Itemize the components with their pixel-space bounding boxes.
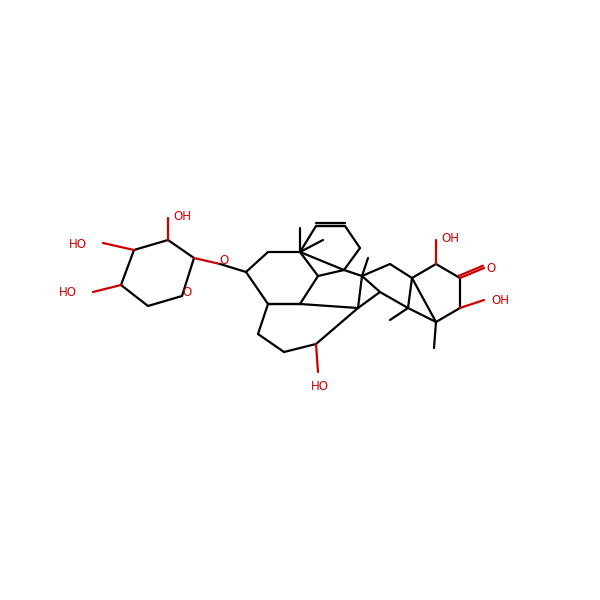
Text: HO: HO (59, 286, 77, 299)
Text: O: O (182, 286, 191, 299)
Text: O: O (220, 253, 229, 266)
Text: OH: OH (441, 232, 459, 245)
Text: O: O (487, 262, 496, 275)
Text: OH: OH (173, 211, 191, 223)
Text: OH: OH (491, 293, 509, 307)
Text: HO: HO (311, 380, 329, 394)
Text: HO: HO (69, 238, 87, 251)
